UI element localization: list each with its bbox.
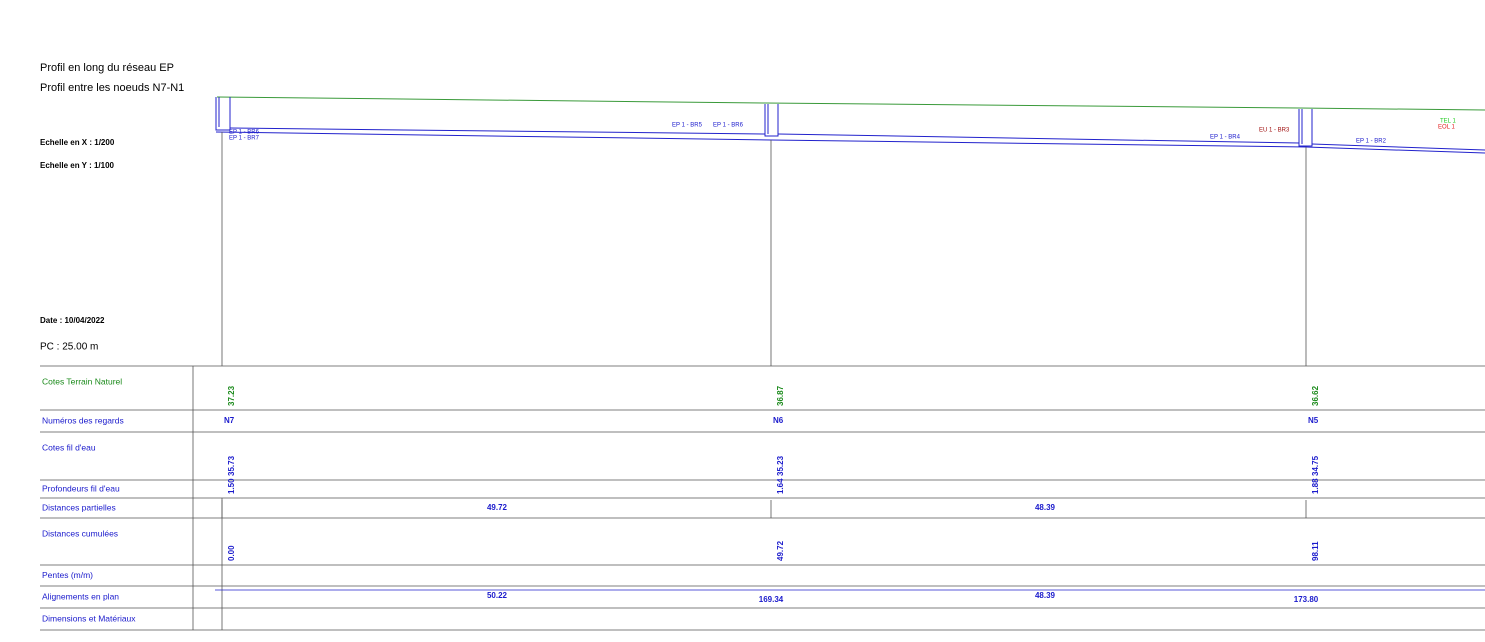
cell-value: 50.22 <box>487 591 508 600</box>
node-label: EU 1 - BR3 <box>1259 128 1290 134</box>
scale-y: Echelle en Y : 1/100 <box>40 161 115 170</box>
node-lines <box>221 132 1307 366</box>
cell-value: 49.72 <box>776 540 785 561</box>
row-label: Dimensions et Matériaux <box>42 613 136 623</box>
row-label: Alignements en plan <box>42 591 119 601</box>
cell-value: 36.62 <box>1311 385 1320 406</box>
cell-value: 169.34 <box>759 595 784 604</box>
cell-value: 1.50 <box>227 478 236 494</box>
cell-value: 37.23 <box>227 385 236 406</box>
cell-value: 173.80 <box>1294 595 1319 604</box>
node-label: EP 1 - BR2 <box>1356 139 1387 145</box>
profile-lines <box>215 96 1485 366</box>
cell-value: 1.88 <box>1311 478 1320 494</box>
cell-value: 35.73 <box>227 455 236 476</box>
node-label: EOL 1 <box>1438 125 1455 131</box>
cell-value: 48.39 <box>1035 503 1056 512</box>
row-label: Distances cumulées <box>42 528 118 538</box>
node-label: TEL 1 <box>1440 119 1456 125</box>
node-label: EP 1 - BR4 <box>1210 135 1241 141</box>
cell-value: 98.11 <box>1311 541 1320 561</box>
pipe-top <box>229 127 1485 151</box>
row-label: Cotes fil d'eau <box>42 442 96 452</box>
row-label: Numéros des regards <box>42 415 124 425</box>
manholes <box>215 97 1313 147</box>
cell-value: 0.00 <box>227 545 236 561</box>
table-grid <box>40 365 1485 631</box>
cell-value: N6 <box>773 416 784 425</box>
node-label: EP 1 - BR7 <box>229 136 260 142</box>
cell-value: 34.75 <box>1311 455 1320 476</box>
date: Date : 10/04/2022 <box>40 316 105 325</box>
title: Profil en long du réseau EP <box>40 62 174 74</box>
row-label: Pentes (m/m) <box>42 570 93 580</box>
node-label: EP 1 - BR5 <box>672 123 703 129</box>
row-label: Profondeurs fil d'eau <box>42 483 120 493</box>
cell-value: N7 <box>224 416 235 425</box>
scale-x: Echelle en X : 1/200 <box>40 138 115 147</box>
cell-value: 36.87 <box>776 385 785 406</box>
cell-value: 1.64 <box>776 478 785 494</box>
row-label: Distances partielles <box>42 502 116 512</box>
cell-value: 35.23 <box>776 455 785 476</box>
cell-value: 49.72 <box>487 503 508 512</box>
ground-line <box>216 96 1485 111</box>
cell-value: N5 <box>1308 416 1319 425</box>
cell-value: 48.39 <box>1035 591 1056 600</box>
node-label: EP 1 - BR6 <box>229 130 260 136</box>
row-label: Cotes Terrain Naturel <box>42 376 122 386</box>
pc: PC : 25.00 m <box>40 342 98 353</box>
pipe-bottom <box>215 131 1485 154</box>
node-label: EP 1 - BR6 <box>713 123 744 129</box>
subtitle: Profil entre les noeuds N7-N1 <box>40 82 184 94</box>
